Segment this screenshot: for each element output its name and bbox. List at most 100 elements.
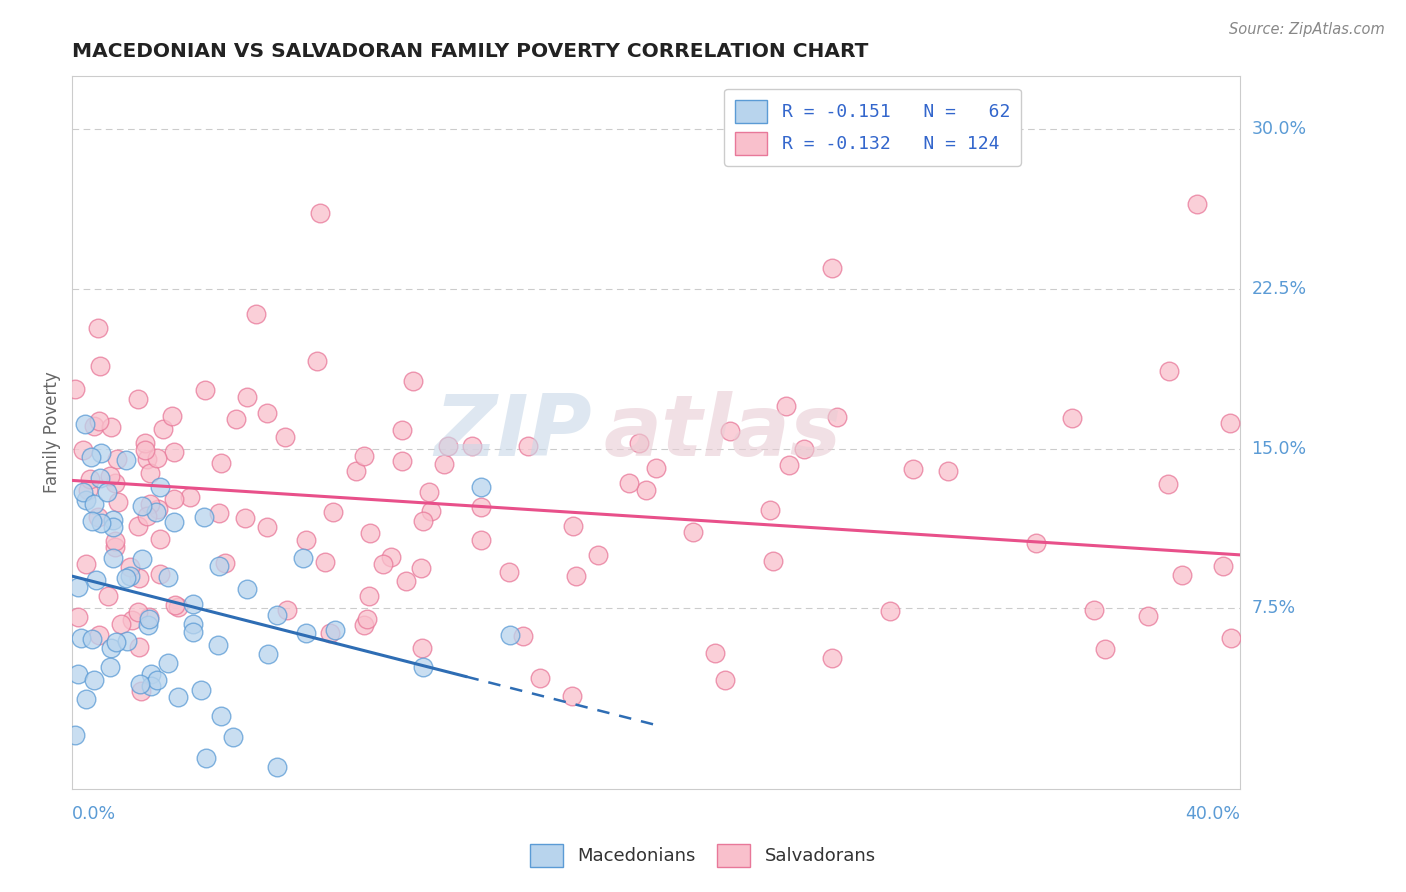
Point (105, 452, 128, 467)
Legend: Macedonians, Salvadorans: Macedonians, Salvadorans (523, 837, 883, 874)
Point (276, 603, 298, 617)
Point (79, 472, 101, 486)
Point (295, 626, 318, 640)
Point (359, 526, 381, 541)
Point (380, 549, 402, 564)
Point (401, 374, 423, 388)
Point (437, 439, 460, 453)
Point (72, 485, 94, 500)
Point (75, 417, 97, 431)
Point (131, 499, 153, 513)
Point (517, 438, 540, 452)
Point (149, 566, 172, 581)
Point (146, 450, 169, 465)
Text: Source: ZipAtlas.com: Source: ZipAtlas.com (1229, 22, 1385, 37)
Point (86, 509, 108, 524)
Point (266, 760, 288, 774)
Point (127, 392, 149, 406)
Point (356, 612, 378, 626)
Point (72, 443, 94, 458)
Point (209, 456, 232, 470)
Point (323, 623, 346, 637)
Point (136, 508, 159, 523)
Point (825, 409, 848, 424)
Point (236, 390, 259, 404)
Point (107, 495, 129, 509)
Point (179, 490, 201, 504)
Point (762, 554, 785, 568)
Point (157, 656, 180, 670)
Point (160, 409, 183, 423)
Point (309, 206, 332, 220)
Point (110, 616, 132, 631)
Point (100, 420, 122, 434)
Point (103, 540, 125, 554)
Point (79, 450, 101, 465)
Point (256, 406, 278, 420)
Point (129, 677, 152, 691)
Point (146, 673, 169, 687)
Point (87, 628, 110, 642)
Point (412, 514, 434, 528)
Point (131, 684, 153, 698)
Point (411, 641, 433, 656)
Point (418, 485, 440, 500)
Point (90, 516, 112, 531)
Point (1219, 416, 1241, 430)
Text: 30.0%: 30.0% (1251, 120, 1306, 138)
Point (256, 647, 278, 661)
Point (84, 573, 107, 587)
Point (295, 533, 318, 547)
Point (75, 692, 97, 706)
Point (115, 453, 138, 467)
Y-axis label: Family Poverty: Family Poverty (44, 372, 60, 493)
Point (104, 475, 127, 490)
Point (759, 502, 782, 516)
Point (83, 673, 105, 688)
Point (433, 458, 456, 472)
Point (703, 647, 725, 661)
Point (1212, 558, 1234, 573)
Point (134, 436, 156, 450)
Point (373, 557, 395, 571)
Point (938, 464, 960, 478)
Point (793, 442, 815, 456)
Point (586, 548, 609, 562)
Point (1060, 411, 1083, 425)
Point (183, 597, 205, 611)
Point (236, 582, 259, 596)
Point (190, 682, 212, 697)
Text: 40.0%: 40.0% (1185, 805, 1240, 823)
Point (89, 414, 111, 428)
Text: 22.5%: 22.5% (1251, 280, 1306, 298)
Point (82, 632, 104, 646)
Point (529, 671, 551, 685)
Text: MACEDONIAN VS SALVADORAN FAMILY POVERTY CORRELATION CHART: MACEDONIAN VS SALVADORAN FAMILY POVERTY … (72, 42, 869, 61)
Point (274, 430, 297, 444)
Point (256, 520, 278, 534)
Point (1025, 536, 1047, 550)
Point (820, 650, 842, 665)
Point (89, 471, 111, 485)
Point (470, 533, 492, 547)
Point (118, 569, 141, 583)
Point (115, 634, 138, 648)
Point (391, 454, 413, 468)
Point (163, 444, 186, 458)
Point (128, 571, 150, 585)
Point (167, 600, 190, 615)
Point (138, 610, 160, 624)
Point (291, 551, 314, 566)
Point (561, 690, 583, 704)
Point (1094, 642, 1116, 657)
Point (166, 690, 188, 705)
Point (319, 625, 342, 640)
Point (135, 451, 157, 466)
Point (1157, 364, 1180, 378)
Point (209, 708, 232, 723)
Point (165, 599, 187, 613)
Point (565, 568, 588, 582)
Point (138, 467, 160, 481)
Point (562, 519, 585, 533)
Text: 15.0%: 15.0% (1251, 440, 1306, 458)
